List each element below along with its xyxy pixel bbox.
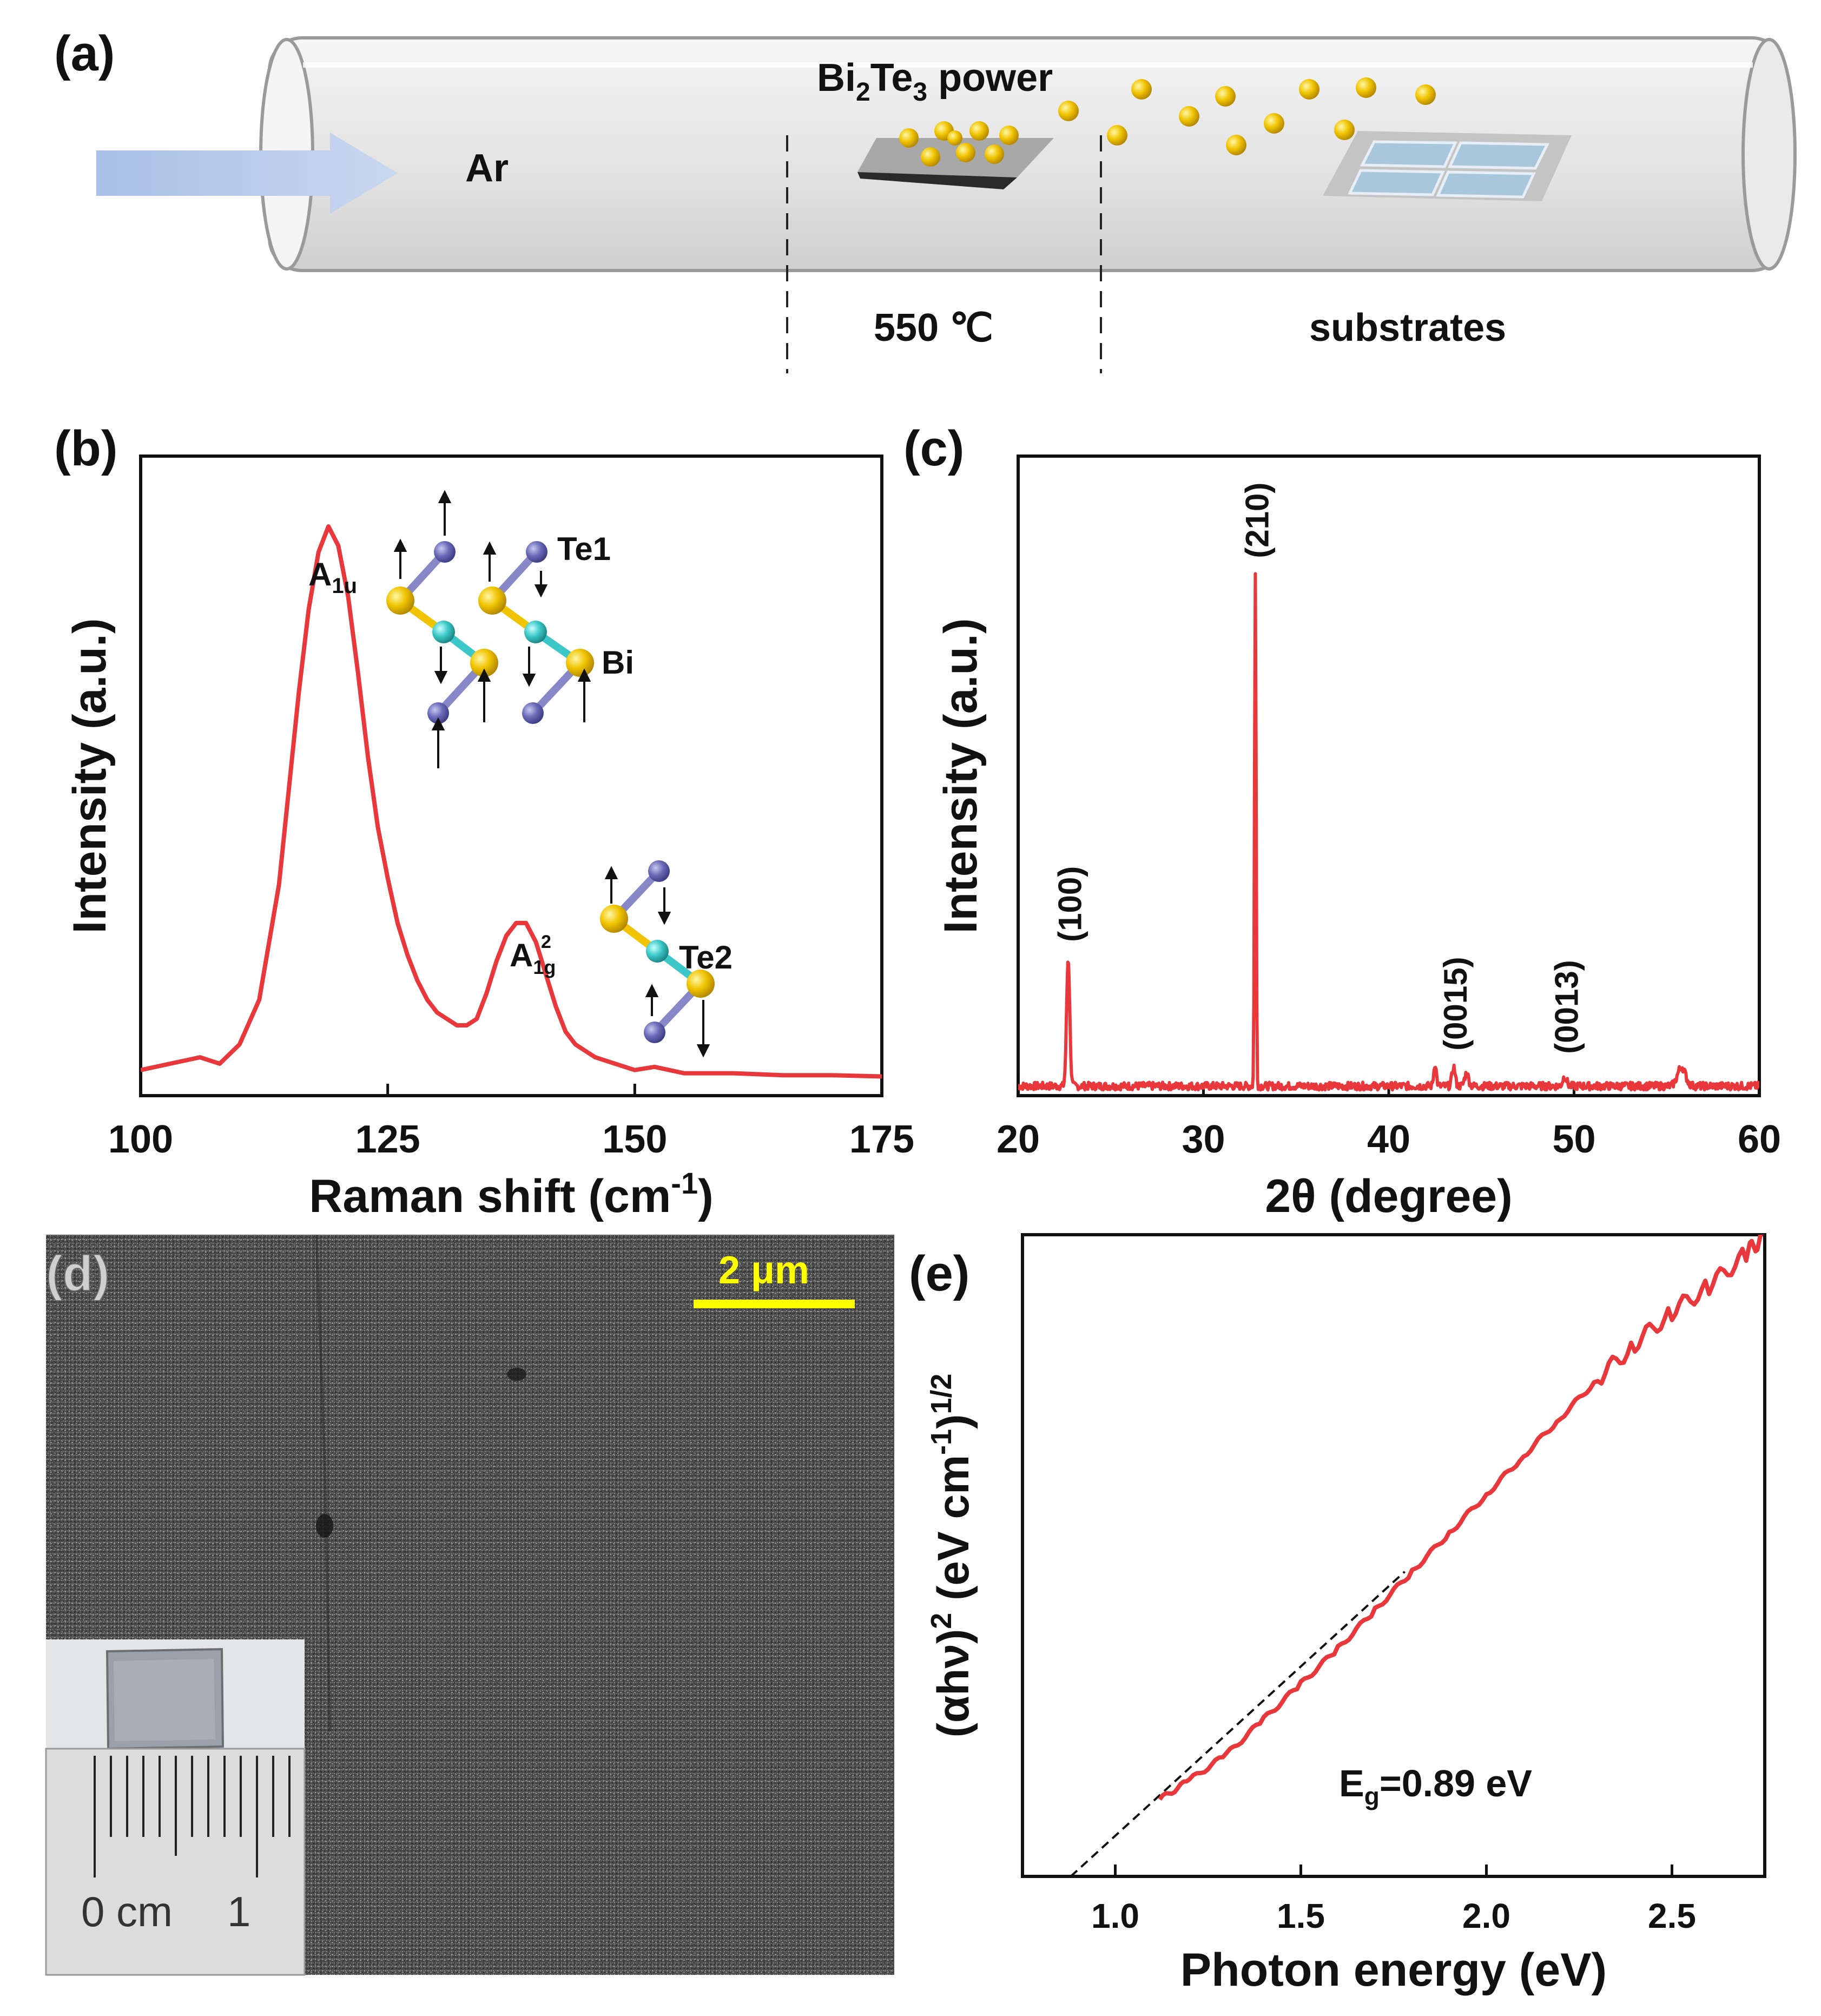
tube-right-end bbox=[1741, 38, 1797, 271]
panel-d-sem-image: (d) 2 μm 0 cm 1 bbox=[45, 1234, 894, 1976]
atom-label-te2: Te2 bbox=[679, 939, 733, 976]
atom-label-te1: Te1 bbox=[557, 531, 611, 567]
x-axis-ticks bbox=[1114, 1865, 1673, 1876]
panel-e-tauc-plot: (e) 1.0 1.5 2.0 2.5 Eg=0.89 eV (αhν)2 (eV c… bbox=[909, 1233, 1766, 1996]
x-tick-label: 1.0 bbox=[1091, 1896, 1139, 1935]
bandgap-annotation: Eg=0.89 eV bbox=[1339, 1762, 1532, 1810]
sem-defect bbox=[507, 1368, 526, 1381]
panel-c-label: (c) bbox=[903, 421, 964, 476]
gas-flow-arrow bbox=[96, 133, 398, 214]
x-tick-label: 30 bbox=[1182, 1118, 1225, 1161]
gas-label: Ar bbox=[465, 147, 509, 190]
x-tick-label: 50 bbox=[1552, 1118, 1595, 1161]
xrd-pattern-line bbox=[1018, 572, 1759, 1092]
scale-bar bbox=[694, 1300, 855, 1308]
x-tick-label: 1.5 bbox=[1277, 1896, 1325, 1935]
x-axis-tick-labels: 20 30 40 50 60 bbox=[997, 1118, 1781, 1161]
sem-grain-boundary bbox=[315, 1234, 332, 1732]
ruler-one-label: 1 bbox=[227, 1888, 250, 1935]
ruler-zero-label: 0 cm bbox=[81, 1888, 173, 1935]
peak-labels: (100) (210) (0015) (0013) bbox=[1052, 483, 1585, 1054]
plot-c-frame bbox=[1017, 454, 1761, 1097]
x-axis-label: Photon energy (eV) bbox=[1180, 1944, 1607, 1996]
x-axis-tick-labels: 100 125 150 175 bbox=[108, 1118, 914, 1161]
x-tick-label: 100 bbox=[108, 1118, 173, 1161]
x-tick-label: 125 bbox=[355, 1118, 420, 1161]
x-axis-label: 2θ (degree) bbox=[1265, 1170, 1513, 1222]
panel-b-raman: (b) 100 125 150 175 Intensity (a.u.) Raman … bbox=[54, 421, 914, 1222]
panel-d-label: (d) bbox=[46, 1246, 109, 1301]
panel-c-xrd: (c) 20 30 40 50 60 (100) (210) (0015) (0013) In… bbox=[903, 421, 1781, 1222]
peak-label: (0013) bbox=[1548, 960, 1585, 1053]
scale-bar-label: 2 μm bbox=[718, 1249, 809, 1292]
x-tick-label: 60 bbox=[1738, 1118, 1781, 1161]
sample-photo-inset: 0 cm 1 bbox=[45, 1639, 306, 1976]
peak-label: (210) bbox=[1239, 483, 1275, 558]
y-axis-label: Intensity (a.u.) bbox=[935, 618, 987, 934]
source-powder-particles bbox=[899, 121, 1019, 167]
x-tick-label: 2.5 bbox=[1648, 1896, 1696, 1935]
plot-e-frame bbox=[1021, 1233, 1766, 1878]
peak-label: (100) bbox=[1052, 866, 1088, 942]
peak-label: (0015) bbox=[1437, 957, 1474, 1050]
x-tick-label: 40 bbox=[1367, 1118, 1410, 1161]
linear-fit-extrapolation bbox=[1070, 1571, 1406, 1876]
x-tick-label: 150 bbox=[602, 1118, 667, 1161]
y-axis-label: (αhν)2 (eV cm-1)1/2 bbox=[925, 1374, 978, 1738]
x-tick-label: 20 bbox=[997, 1118, 1040, 1161]
peak-label-a1u: A1u bbox=[308, 556, 357, 598]
source-boat-side bbox=[857, 172, 1017, 189]
raman-spectrum-line bbox=[141, 524, 882, 1079]
x-axis-ticks bbox=[139, 1084, 883, 1096]
panel-e-label: (e) bbox=[909, 1246, 969, 1301]
x-axis-tick-labels: 1.0 1.5 2.0 2.5 bbox=[1091, 1896, 1696, 1935]
peak-label-a1g: A1g bbox=[510, 937, 556, 978]
plot-b-frame bbox=[139, 454, 883, 1097]
substrate-tiles bbox=[1348, 140, 1550, 199]
atom-label-bi: Bi bbox=[602, 644, 634, 681]
vapor-particles bbox=[1058, 77, 1436, 155]
a1u-vibration-mode-diagram: Te1 Bi bbox=[386, 490, 634, 768]
tauc-curve-line bbox=[1158, 1235, 1765, 1801]
temperature-label: 550 ℃ bbox=[874, 306, 993, 350]
y-axis-label: Intensity (a.u.) bbox=[64, 618, 116, 934]
source-boat-top bbox=[857, 138, 1054, 177]
substrates-label: substrates bbox=[1309, 306, 1506, 350]
a1g-vibration-mode-diagram: Te2 bbox=[600, 860, 733, 1058]
panel-a-label: (a) bbox=[54, 26, 115, 81]
x-tick-label: 2.0 bbox=[1462, 1896, 1510, 1935]
panel-a-schematic: (a) Ar Bi2Te3 power 550 ℃ substrates bbox=[54, 26, 1797, 373]
peak-label-a1g-superscript: 2 bbox=[541, 932, 551, 952]
x-axis-label: Raman shift (cm-1) bbox=[309, 1166, 713, 1222]
x-tick-label: 175 bbox=[849, 1118, 914, 1161]
panel-b-label: (b) bbox=[54, 421, 117, 476]
source-label: Bi2Te3 power bbox=[817, 56, 1053, 107]
sem-defect bbox=[316, 1514, 333, 1538]
